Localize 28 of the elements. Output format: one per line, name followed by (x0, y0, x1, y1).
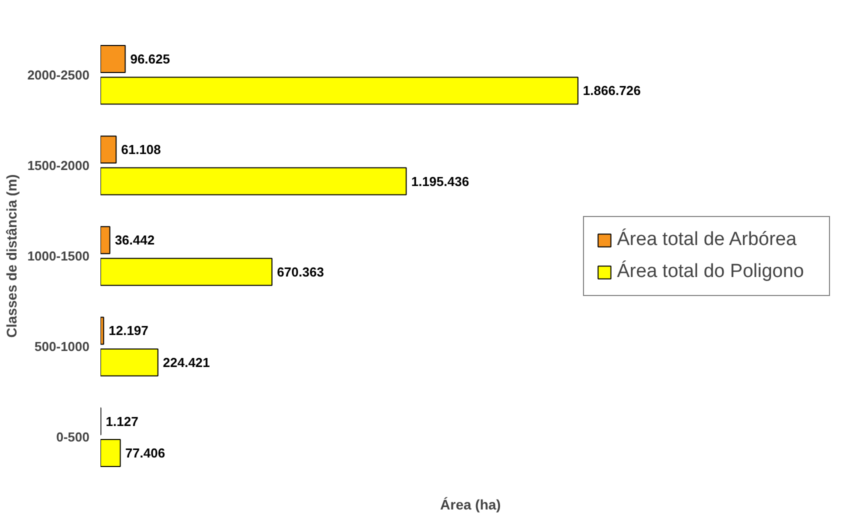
data-label: 1.195.436 (411, 174, 470, 189)
y-tick-label: 1000-1500 (27, 248, 90, 264)
data-label: 61.108 (121, 142, 161, 158)
bar (100, 76, 578, 105)
bar (100, 45, 126, 73)
bar (100, 316, 104, 345)
y-axis-title: Classes de distância (m) (3, 174, 20, 338)
legend-label: Área total do Poligono (617, 260, 805, 282)
data-label: 224.421 (162, 354, 210, 370)
x-axis-title: Área (ha) (440, 496, 501, 512)
bar (100, 167, 407, 196)
data-label: 36.442 (114, 232, 155, 248)
bar (100, 258, 272, 286)
bar (100, 136, 117, 164)
bar (100, 348, 158, 376)
bar (100, 439, 121, 467)
data-label: 12.197 (108, 323, 148, 338)
data-label: 1.127 (106, 414, 138, 429)
legend-label: Área total de Arbórea (617, 228, 798, 250)
y-tick-label: 500-1000 (34, 339, 90, 354)
bar (100, 226, 110, 254)
y-tick-label: 1500-2000 (27, 158, 90, 173)
data-label: 1.866.726 (582, 83, 641, 98)
data-label: 670.363 (276, 264, 324, 280)
y-tick-label: 0-500 (56, 430, 90, 445)
y-tick-label: 2000-2500 (27, 67, 90, 82)
data-label: 96.625 (130, 51, 170, 66)
data-label: 77.406 (125, 446, 166, 461)
